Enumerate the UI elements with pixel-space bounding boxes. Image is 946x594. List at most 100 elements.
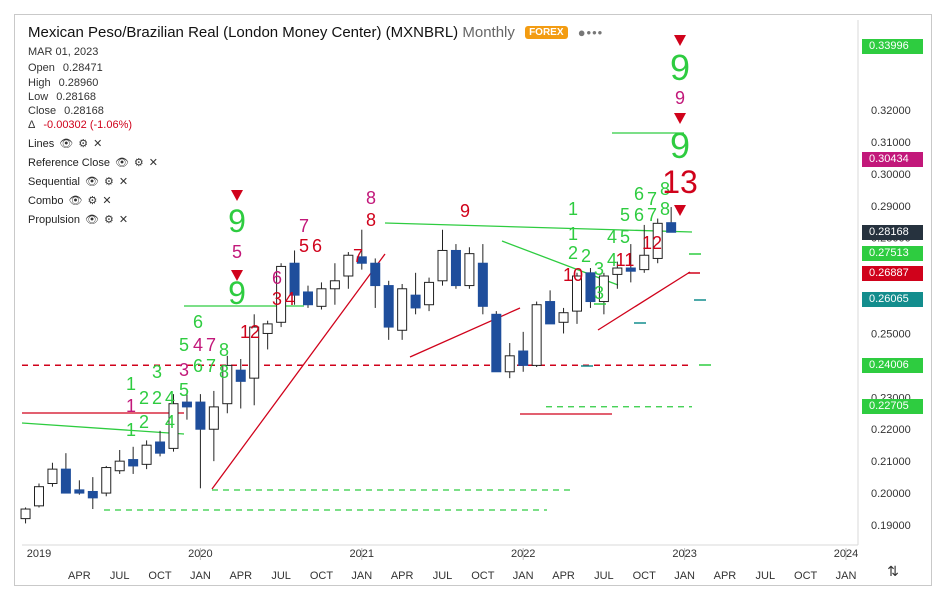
- chart-frame: [14, 14, 932, 586]
- gear-icon[interactable]: ⚙: [103, 214, 114, 226]
- setup-count-label: 2: [581, 246, 591, 266]
- gear-icon[interactable]: ⚙: [103, 176, 114, 188]
- close-icon[interactable]: ✕: [118, 176, 129, 188]
- setup-count-label: 6: [634, 184, 644, 204]
- candle-body: [598, 275, 609, 303]
- indicator-label: Propulsion: [28, 214, 80, 226]
- price-marker: 0.26887: [862, 265, 923, 281]
- setup-count-label: 3: [152, 362, 162, 382]
- y-tick-label: 0.29000: [871, 201, 911, 213]
- trend-line: [384, 222, 693, 233]
- candle-body: [477, 262, 488, 307]
- setup-count-label: 9: [460, 201, 470, 221]
- y-tick-label: 0.20000: [871, 488, 911, 500]
- trend-line: [211, 253, 386, 490]
- chart-frequency[interactable]: Monthly: [462, 24, 515, 41]
- candle-body: [195, 401, 206, 430]
- eye-icon[interactable]: 👁: [84, 214, 99, 226]
- indicator-label: Lines: [28, 138, 55, 150]
- close-icon[interactable]: ✕: [93, 138, 103, 150]
- close-value: 0.28168: [64, 105, 104, 117]
- setup-count-label: 8: [219, 362, 229, 382]
- ohlc-close: Close 0.28168: [28, 105, 104, 117]
- indicator-reference-close[interactable]: Reference Close 👁 ⚙ ✕: [28, 156, 158, 169]
- gear-icon[interactable]: ⚙: [87, 195, 98, 207]
- indicator-label: Reference Close: [28, 157, 110, 169]
- setup-count-label: 6: [272, 268, 282, 288]
- candle-body: [491, 313, 502, 373]
- setup-count-label: 2: [152, 388, 162, 408]
- y-tick-label: 0.19000: [871, 520, 911, 532]
- y-tick-label: 0.32000: [871, 105, 911, 117]
- sell-arrow-icon: [231, 190, 243, 201]
- close-icon[interactable]: ✕: [118, 214, 129, 226]
- eye-icon[interactable]: 👁: [68, 195, 83, 207]
- x-tick-label: JUL: [433, 570, 453, 582]
- x-tick-label: APR: [68, 570, 91, 582]
- ohlc-open: Open 0.28471: [28, 62, 103, 74]
- setup-count-label: 9: [675, 88, 685, 108]
- eye-icon[interactable]: 👁: [59, 138, 74, 150]
- price-marker: 0.22705: [862, 399, 923, 415]
- close-icon[interactable]: ✕: [102, 195, 112, 207]
- setup-count-label: 13: [662, 164, 698, 200]
- more-dots-icon[interactable]: ●•••: [577, 25, 604, 40]
- indicator-propulsion[interactable]: Propulsion 👁 ⚙ ✕: [28, 213, 128, 226]
- x-tick-label: JUL: [271, 570, 291, 582]
- candle-body: [437, 249, 448, 282]
- indicator-lines[interactable]: Lines 👁 ⚙ ✕: [28, 137, 102, 150]
- indicator-combo[interactable]: Combo 👁 ⚙ ✕: [28, 194, 112, 207]
- setup-count-label: 9: [228, 203, 246, 239]
- eye-icon[interactable]: 👁: [114, 157, 129, 169]
- candle-body: [316, 288, 327, 307]
- candle-body: [289, 262, 300, 296]
- price-marker: 0.26065: [862, 291, 923, 307]
- candle-body: [450, 249, 461, 287]
- y-tick-label: 0.30000: [871, 169, 911, 181]
- x-tick-label: APR: [229, 570, 252, 582]
- indicator-sequential[interactable]: Sequential 👁 ⚙ ✕: [28, 175, 128, 188]
- candle-body: [572, 275, 582, 312]
- setup-count-label: 8: [660, 199, 670, 219]
- x-tick-label: OCT: [148, 570, 172, 582]
- candle-body: [531, 304, 542, 366]
- setup-count-label: 5: [179, 380, 189, 400]
- setup-count-label: 8: [366, 188, 376, 208]
- gear-icon[interactable]: ⚙: [133, 157, 144, 169]
- y-tick-label: 0.22000: [871, 424, 911, 436]
- setup-count-label: 7: [206, 335, 216, 355]
- candle-body: [383, 285, 394, 328]
- candle-body: [558, 312, 569, 323]
- setup-count-label: 7: [647, 189, 657, 209]
- change-symbol: Δ: [28, 119, 36, 131]
- setup-count-label: 1: [126, 374, 136, 394]
- sell-arrow-icon: [674, 113, 686, 124]
- setup-count-label: 3: [594, 259, 604, 279]
- setup-count-label: 5: [299, 236, 309, 256]
- x-year-label: 2021: [350, 548, 374, 560]
- setup-count-label: 4: [607, 250, 617, 270]
- gear-icon[interactable]: ⚙: [78, 138, 89, 150]
- candle-body: [464, 253, 475, 287]
- x-tick-label: JAN: [351, 570, 372, 582]
- setup-count-label: 4: [193, 335, 203, 355]
- price-marker: 0.24006: [862, 357, 923, 373]
- setup-count-label: 2: [568, 243, 578, 263]
- candle-body: [343, 254, 354, 277]
- x-year-label: 2023: [672, 548, 696, 560]
- candle-body: [34, 486, 44, 507]
- setup-count-label: 11: [616, 250, 635, 270]
- setup-count-label: 5: [620, 205, 630, 225]
- candle-body: [155, 441, 166, 454]
- setup-count-label: 6: [193, 356, 203, 376]
- candle-body: [410, 294, 421, 309]
- eye-icon[interactable]: 👁: [85, 176, 99, 188]
- price-marker: 0.27513: [862, 245, 923, 261]
- candle-body: [276, 265, 287, 323]
- close-icon[interactable]: ✕: [148, 157, 158, 169]
- x-tick-label: JUL: [110, 570, 130, 582]
- x-tick-label: OCT: [794, 570, 818, 582]
- setup-count-label: 7: [299, 216, 309, 236]
- setup-count-label: 8: [366, 210, 376, 230]
